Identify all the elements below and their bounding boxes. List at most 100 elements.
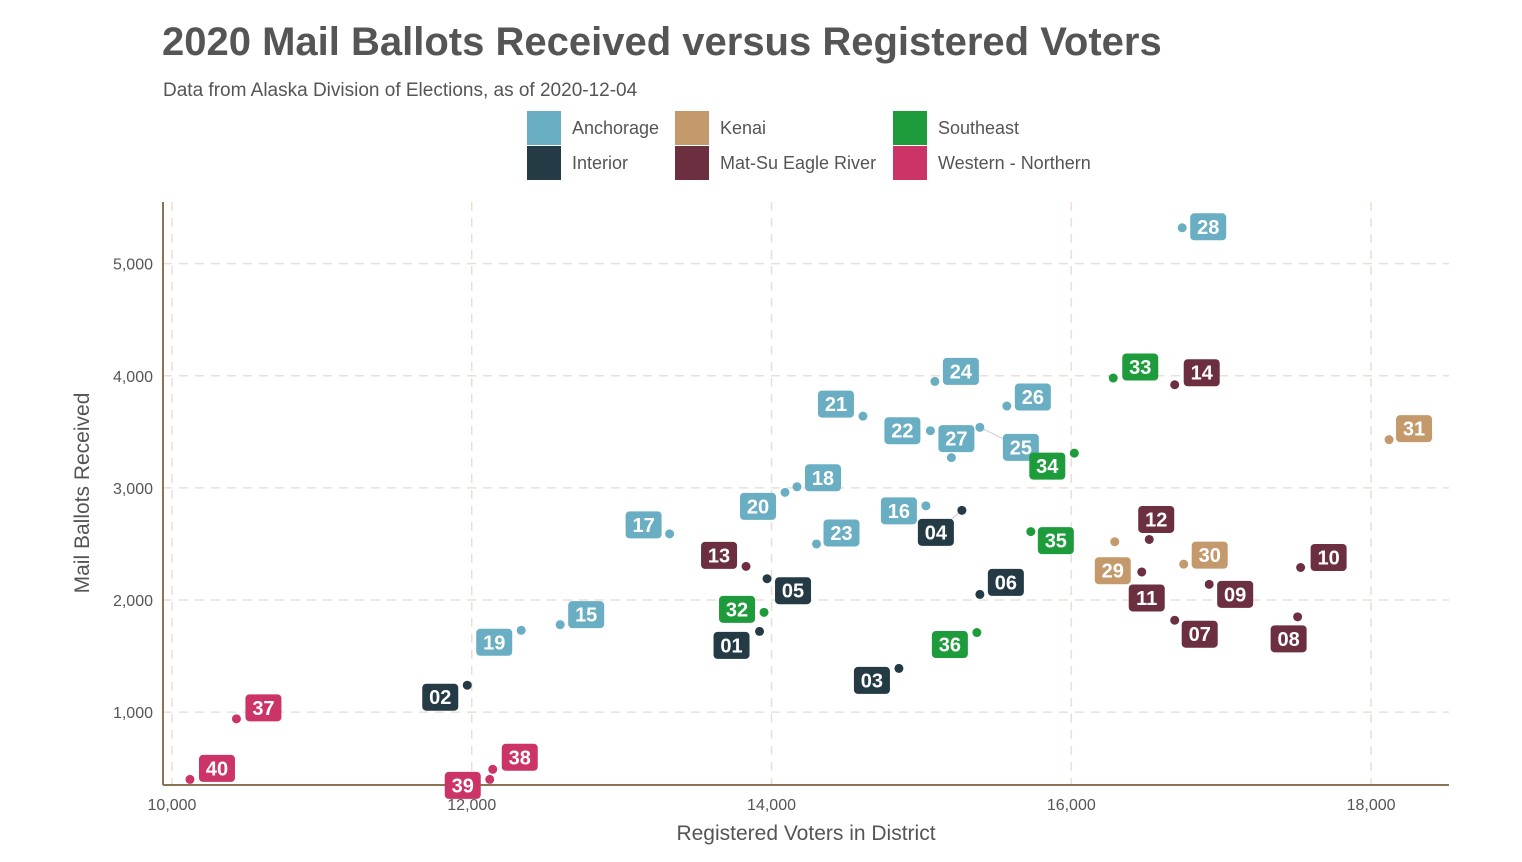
label-text-28: 28 bbox=[1197, 217, 1219, 239]
label-box-08 bbox=[1270, 625, 1307, 653]
label-box-19 bbox=[476, 628, 513, 656]
legend-item-kenai: Kenai bbox=[675, 111, 766, 145]
label-box-29 bbox=[1094, 557, 1131, 585]
legend: Anchorage Interior Kenai Mat-Su Eagle Ri… bbox=[527, 111, 1147, 181]
label-box-14 bbox=[1183, 359, 1220, 387]
label-box-09 bbox=[1217, 580, 1254, 608]
label-text-05: 05 bbox=[782, 581, 804, 603]
label-text-02: 02 bbox=[429, 687, 451, 709]
chart-title: 2020 Mail Ballots Received versus Regist… bbox=[162, 20, 1162, 64]
legend-label-southeast: Southeast bbox=[938, 117, 1020, 138]
label-box-04 bbox=[917, 518, 954, 546]
label-box-39 bbox=[444, 771, 481, 799]
x-tick-label: 16,000 bbox=[1047, 797, 1096, 814]
axes bbox=[162, 202, 1449, 786]
label-box-24 bbox=[942, 357, 979, 385]
label-text-35: 35 bbox=[1045, 531, 1067, 553]
data-point-26 bbox=[1002, 401, 1012, 411]
data-point-28 bbox=[1177, 223, 1187, 233]
label-text-27: 27 bbox=[945, 429, 967, 451]
data-point-01 bbox=[755, 626, 765, 636]
data-point-17 bbox=[665, 529, 675, 539]
data-point-02 bbox=[462, 680, 472, 690]
data-point-21 bbox=[858, 411, 868, 421]
legend-item-western-northern: Western - Northern bbox=[893, 146, 1091, 180]
x-tick-label: 18,000 bbox=[1347, 797, 1396, 814]
label-box-17 bbox=[625, 511, 662, 539]
legend-item-mat-su-eagle-river: Mat-Su Eagle River bbox=[675, 146, 876, 180]
y-tick-label: 1,000 bbox=[113, 705, 153, 722]
label-text-20: 20 bbox=[747, 496, 769, 518]
label-box-06 bbox=[987, 568, 1024, 596]
data-point-10 bbox=[1296, 562, 1306, 572]
x-axis-title: Registered Voters in District bbox=[676, 822, 935, 845]
point-labels: 01 02 03 04 05 06 07 08 09 10 11 12 13 14 15 16 17 18 19 20… bbox=[198, 213, 1433, 799]
label-text-34: 34 bbox=[1036, 456, 1059, 478]
legend-item-southeast: Southeast bbox=[893, 111, 1019, 145]
y-tick-label: 2,000 bbox=[113, 593, 153, 610]
data-point-27 bbox=[946, 453, 956, 463]
data-point-40 bbox=[185, 774, 195, 784]
data-point-37 bbox=[231, 714, 241, 724]
label-text-13: 13 bbox=[708, 545, 730, 567]
label-box-34 bbox=[1029, 452, 1066, 480]
legend-swatch-kenai bbox=[675, 111, 709, 145]
data-point-35 bbox=[1026, 527, 1036, 537]
label-box-15 bbox=[568, 601, 605, 629]
label-box-13 bbox=[701, 541, 738, 569]
data-point-24 bbox=[930, 376, 940, 386]
label-box-33 bbox=[1122, 353, 1159, 381]
legend-label-anchorage: Anchorage bbox=[572, 117, 660, 138]
label-box-25 bbox=[1002, 433, 1039, 461]
label-box-12 bbox=[1138, 505, 1175, 533]
data-point-03 bbox=[894, 663, 904, 673]
label-text-03: 03 bbox=[861, 670, 883, 692]
data-point-14 bbox=[1170, 380, 1180, 390]
y-tick-label: 4,000 bbox=[113, 369, 153, 386]
label-text-09: 09 bbox=[1224, 584, 1246, 606]
label-box-02 bbox=[422, 683, 459, 711]
data-point-07 bbox=[1170, 615, 1180, 625]
label-box-22 bbox=[884, 417, 921, 445]
label-box-38 bbox=[501, 743, 538, 771]
data-point-25 bbox=[975, 422, 985, 432]
label-text-06: 06 bbox=[995, 572, 1017, 594]
data-point-29 bbox=[1110, 537, 1120, 547]
label-text-32: 32 bbox=[726, 599, 748, 621]
legend-label-kenai: Kenai bbox=[720, 117, 767, 138]
label-box-16 bbox=[880, 497, 917, 525]
data-point-16 bbox=[921, 501, 931, 511]
legend-item-interior: Interior bbox=[527, 146, 628, 180]
data-point-18 bbox=[792, 482, 802, 492]
label-text-04: 04 bbox=[925, 522, 948, 544]
data-point-39 bbox=[485, 774, 495, 784]
legend-item-anchorage: Anchorage bbox=[527, 111, 659, 145]
data-point-38 bbox=[488, 764, 498, 774]
label-text-01: 01 bbox=[720, 635, 742, 657]
label-box-35 bbox=[1037, 527, 1074, 555]
label-text-33: 33 bbox=[1129, 357, 1151, 379]
ticks: 10,000 12,000 14,000 16,000 18,000 1,000 2,000… bbox=[113, 257, 1396, 814]
y-tick-label: 5,000 bbox=[113, 257, 153, 274]
data-point-04 bbox=[957, 505, 967, 515]
legend-swatch-anchorage bbox=[527, 111, 561, 145]
label-text-19: 19 bbox=[483, 632, 505, 654]
data-point-05 bbox=[762, 574, 772, 584]
label-box-27 bbox=[938, 425, 975, 453]
legend-swatch-interior bbox=[527, 146, 561, 180]
legend-label-interior: Interior bbox=[572, 152, 629, 173]
y-axis-title: Mail Ballots Received bbox=[71, 393, 94, 594]
label-text-31: 31 bbox=[1403, 419, 1425, 441]
label-box-07 bbox=[1181, 620, 1218, 648]
label-text-37: 37 bbox=[252, 698, 274, 720]
x-tick-label: 12,000 bbox=[447, 797, 496, 814]
data-point-32 bbox=[759, 607, 769, 617]
label-box-30 bbox=[1191, 541, 1228, 569]
label-text-12: 12 bbox=[1145, 509, 1167, 531]
label-box-36 bbox=[931, 631, 968, 659]
label-text-11: 11 bbox=[1136, 588, 1157, 610]
data-point-08 bbox=[1293, 612, 1303, 622]
chart-subtitle: Data from Alaska Division of Elections, … bbox=[163, 80, 638, 101]
label-text-17: 17 bbox=[632, 515, 654, 537]
label-box-26 bbox=[1014, 383, 1051, 411]
